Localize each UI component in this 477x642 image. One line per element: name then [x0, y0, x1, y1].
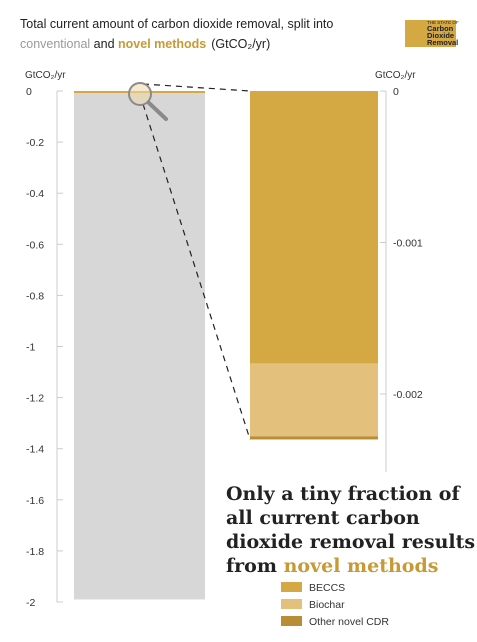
legend-label-biochar: Biochar — [309, 599, 345, 611]
legend-label-beccs: BECCS — [309, 582, 345, 594]
headline-line2: all current carbon — [226, 507, 420, 529]
bar-conventional — [74, 91, 205, 600]
legend-swatch-biochar — [281, 599, 302, 609]
title-novel: novel methods — [118, 37, 206, 51]
zoom-connector-top — [142, 83, 251, 92]
logo-line2: Carbon — [427, 24, 454, 33]
headline-line4: from novel methods — [226, 555, 438, 577]
left-tick-label: -0.4 — [26, 188, 44, 200]
logo-line4: Removal — [427, 38, 458, 47]
headline-novel: novel methods — [284, 555, 439, 577]
right-tick-label: -0.001 — [393, 238, 423, 250]
title-unit: (GtCO₂/yr) — [211, 37, 270, 51]
left-bars — [74, 91, 205, 600]
left-tick-label: -1.6 — [26, 495, 44, 507]
left-tick-label: -0.8 — [26, 290, 44, 302]
left-tick-label: -1.2 — [26, 393, 44, 405]
right-tick-label: 0 — [393, 86, 399, 98]
right-stacked-bar — [250, 91, 378, 440]
left-tick-label: -1.4 — [26, 444, 44, 456]
logo-line3: Dioxide — [427, 31, 454, 40]
logo-line1: THE STATE OF — [427, 20, 459, 25]
left-tick-label: -1 — [26, 342, 35, 354]
legend-label-other: Other novel CDR — [309, 616, 389, 628]
bar-segment-beccs — [250, 91, 378, 364]
left-tick-label: -0.6 — [26, 239, 44, 251]
left-tick-label: -2 — [26, 597, 35, 609]
logo-box — [405, 20, 456, 47]
left-tick-label: 0 — [26, 86, 32, 98]
left-axis-ticks: 0 -0.2 -0.4 -0.6 -0.8 -1 -1.2 -1.4 -1.6 -1.8 -2 — [26, 86, 63, 609]
right-axis-ticks: 0 -0.001 -0.002 — [380, 86, 423, 401]
left-tick-label: -1.8 — [26, 546, 44, 558]
left-axis-unit: GtCO₂/yr — [25, 70, 66, 81]
chart-title-line2: conventional and novel methods (GtCO₂/yr) — [20, 37, 270, 51]
title-and: and — [90, 37, 118, 51]
bar-segment-other — [250, 436, 378, 440]
report-logo: THE STATE OF Carbon Dioxide Removal — [405, 20, 459, 47]
headline-line1: Only a tiny fraction of — [226, 483, 461, 505]
left-tick-label: -0.2 — [26, 137, 44, 149]
zoom-connector-bottom — [142, 103, 251, 440]
legend-swatch-beccs — [281, 582, 302, 592]
right-axis-unit: GtCO₂/yr — [375, 70, 416, 81]
headline-line3: dioxide removal results — [226, 531, 475, 553]
legend: BECCS Biochar Other novel CDR — [281, 582, 389, 628]
legend-swatch-other — [281, 616, 302, 626]
title-conventional: conventional — [20, 37, 90, 51]
right-tick-label: -0.002 — [393, 389, 423, 401]
magnifier-icon — [128, 82, 168, 121]
bar-segment-biochar — [250, 363, 378, 437]
chart-title-line1: Total current amount of carbon dioxide r… — [20, 17, 333, 31]
headline-prefix: from — [226, 555, 284, 577]
